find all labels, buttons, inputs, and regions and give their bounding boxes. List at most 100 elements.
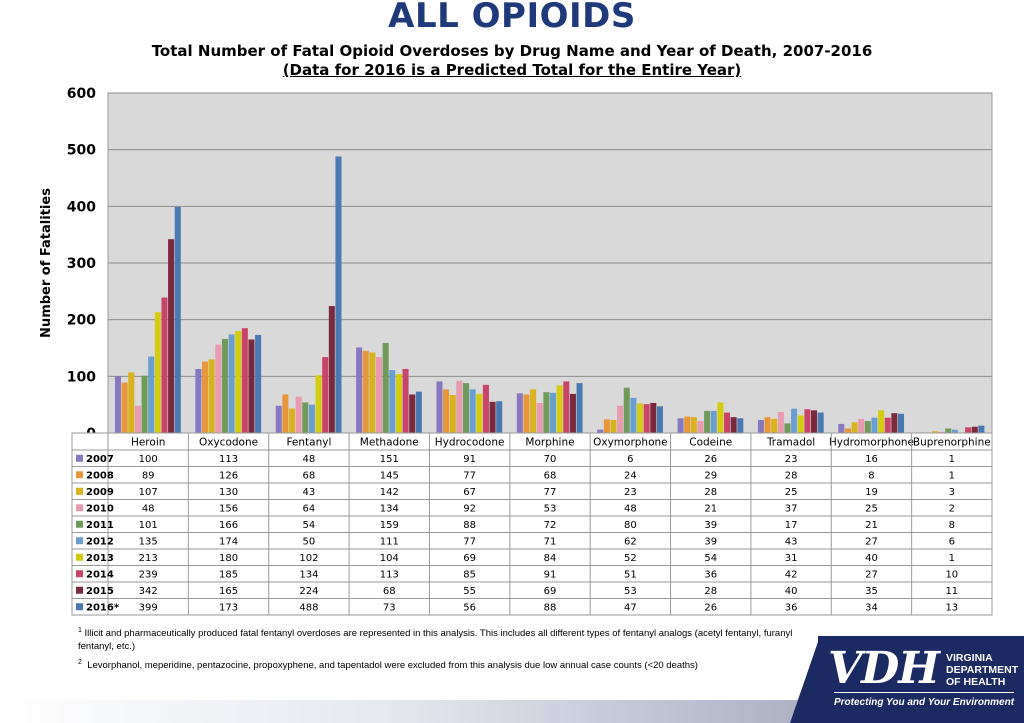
data-label: 224 [299, 586, 318, 597]
bar [543, 392, 550, 433]
x-tick-label: Methadone [360, 437, 419, 449]
vdh-logo-department: VIRGINIA DEPARTMENT OF HEALTH [946, 652, 1018, 688]
bar [978, 425, 985, 433]
bar [556, 385, 563, 433]
data-label: 10 [945, 570, 958, 581]
bar [971, 426, 978, 433]
bar [844, 428, 851, 433]
bar [817, 412, 824, 433]
bar [248, 339, 255, 433]
bar [898, 413, 905, 433]
vdh-logo [818, 636, 1024, 723]
bar [128, 372, 135, 433]
footnote-2-text: Levorphanol, meperidine, pentazocine, pr… [87, 660, 698, 672]
data-label: 104 [380, 553, 399, 564]
bar [221, 338, 228, 433]
data-label: 69 [544, 586, 557, 597]
bar [945, 428, 952, 433]
data-label: 134 [299, 570, 318, 581]
bar [871, 417, 878, 433]
footnote-2-marker: 2 [78, 659, 82, 667]
data-label: 40 [785, 586, 798, 597]
bar [115, 376, 122, 433]
bar [650, 402, 657, 433]
data-label: 50 [303, 537, 316, 548]
bar [690, 417, 697, 433]
bar [630, 397, 637, 433]
y-tick-label: 200 [67, 313, 96, 329]
data-label: 77 [463, 471, 476, 482]
bar [710, 410, 717, 433]
legend-swatch [76, 553, 83, 561]
x-tick-label: Hydromorphone [829, 437, 914, 449]
bar [282, 394, 289, 433]
data-label: 72 [544, 520, 557, 531]
data-label: 64 [303, 504, 316, 515]
legend-swatch [76, 454, 83, 462]
data-label: 26 [704, 603, 717, 614]
data-label: 89 [142, 471, 155, 482]
data-label: 73 [383, 603, 396, 614]
data-label: 39 [704, 520, 717, 531]
legend-label: 2007 [86, 454, 114, 465]
data-label: 54 [704, 553, 717, 564]
bar [851, 422, 858, 433]
data-label: 70 [544, 454, 557, 465]
data-label: 67 [463, 487, 476, 498]
data-label: 1 [949, 553, 955, 564]
legend-swatch [76, 586, 83, 594]
data-label: 37 [785, 504, 798, 515]
data-label: 77 [544, 487, 557, 498]
legend-swatch [76, 603, 83, 611]
x-tick-label: Tramadol [766, 437, 815, 449]
bar [402, 368, 409, 433]
data-label: 165 [219, 586, 238, 597]
bar [797, 415, 804, 433]
footnote-1-text: Illicit and pharmaceutically produced fa… [78, 628, 793, 653]
data-label: 488 [299, 603, 318, 614]
bar [154, 312, 161, 433]
bar [791, 408, 798, 433]
data-label: 16 [865, 454, 878, 465]
y-axis-label: Number of Fatalities [39, 188, 54, 338]
bar [295, 396, 302, 433]
data-label: 101 [139, 520, 158, 531]
bar [516, 393, 523, 433]
bar [569, 393, 576, 433]
data-label: 48 [142, 504, 155, 515]
data-label: 40 [865, 553, 878, 564]
vdh-logo-divider [834, 692, 1014, 693]
data-label: 135 [139, 537, 158, 548]
data-label: 6 [949, 537, 955, 548]
page-title: ALL OPIOIDS [388, 0, 636, 36]
bar [389, 370, 396, 433]
bar [617, 405, 624, 433]
legend-label: 2010 [86, 504, 114, 515]
data-label: 68 [383, 586, 396, 597]
data-label: 39 [704, 537, 717, 548]
bar [656, 406, 663, 433]
bar [530, 389, 537, 433]
data-label: 28 [785, 471, 798, 482]
bar [597, 429, 604, 433]
data-label: 239 [139, 570, 158, 581]
bar [684, 416, 691, 433]
logo-wedge [790, 636, 820, 723]
bar [724, 412, 731, 433]
vdh-logo-line3: OF HEALTH [946, 676, 1006, 688]
data-label: 42 [785, 570, 798, 581]
bar [643, 404, 650, 433]
data-label: 23 [624, 487, 637, 498]
data-label: 34 [865, 603, 878, 614]
bar [415, 391, 422, 433]
bar [931, 431, 938, 433]
data-label: 19 [865, 487, 878, 498]
data-label: 111 [380, 537, 399, 548]
legend-label: 2014 [86, 570, 114, 581]
data-label: 25 [785, 487, 798, 498]
data-label: 142 [380, 487, 399, 498]
data-label: 52 [624, 553, 637, 564]
bar [737, 418, 744, 433]
bar [536, 402, 543, 433]
data-label: 53 [544, 504, 557, 515]
